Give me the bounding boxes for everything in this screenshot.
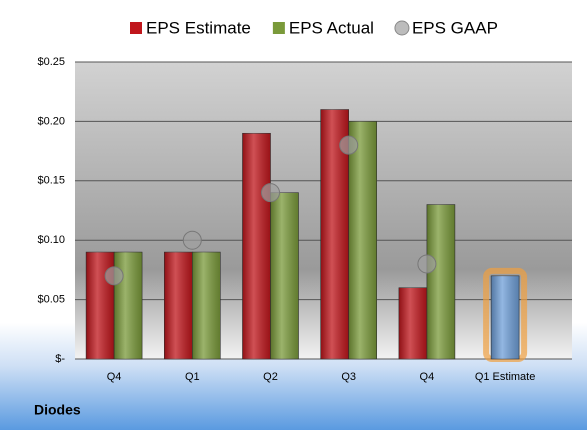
- bar-shine: [491, 275, 520, 359]
- y-tick-label: $0.15: [37, 175, 65, 187]
- legend-label: EPS Actual: [289, 18, 374, 37]
- x-tick-label: Q1: [185, 371, 200, 383]
- legend-swatch: [130, 22, 142, 34]
- legend-label: EPS GAAP: [412, 18, 498, 37]
- y-tick-label: $0.20: [37, 115, 65, 127]
- gaap-marker: [182, 230, 202, 250]
- bar-shine: [348, 121, 377, 360]
- gaap-marker: [417, 254, 437, 274]
- x-tick-label: Q3: [341, 371, 356, 383]
- y-tick-label: $0.25: [37, 56, 65, 68]
- x-tick-label: Q1 Estimate: [475, 371, 536, 383]
- bar-shine: [242, 133, 271, 359]
- bar-shine: [192, 252, 221, 359]
- bar-shine: [426, 204, 455, 359]
- footer: Diodes: [34, 402, 81, 418]
- legend-swatch: [394, 20, 410, 36]
- x-tick-label: Q2: [263, 371, 278, 383]
- x-tick-label: Q4: [107, 371, 122, 383]
- bar-shine: [270, 192, 299, 359]
- x-tick-label: Q4: [420, 371, 435, 383]
- y-tick-label: $-: [55, 353, 65, 365]
- legend-label: EPS Estimate: [146, 18, 251, 37]
- gaap-marker: [104, 266, 124, 286]
- gaap-marker: [261, 183, 280, 203]
- y-tick-label: $0.10: [37, 234, 65, 246]
- y-tick-label: $0.05: [37, 294, 65, 306]
- gaap-marker: [339, 135, 359, 155]
- bar-shine: [398, 287, 427, 359]
- legend-swatch: [272, 22, 285, 34]
- bar-shine: [164, 252, 193, 359]
